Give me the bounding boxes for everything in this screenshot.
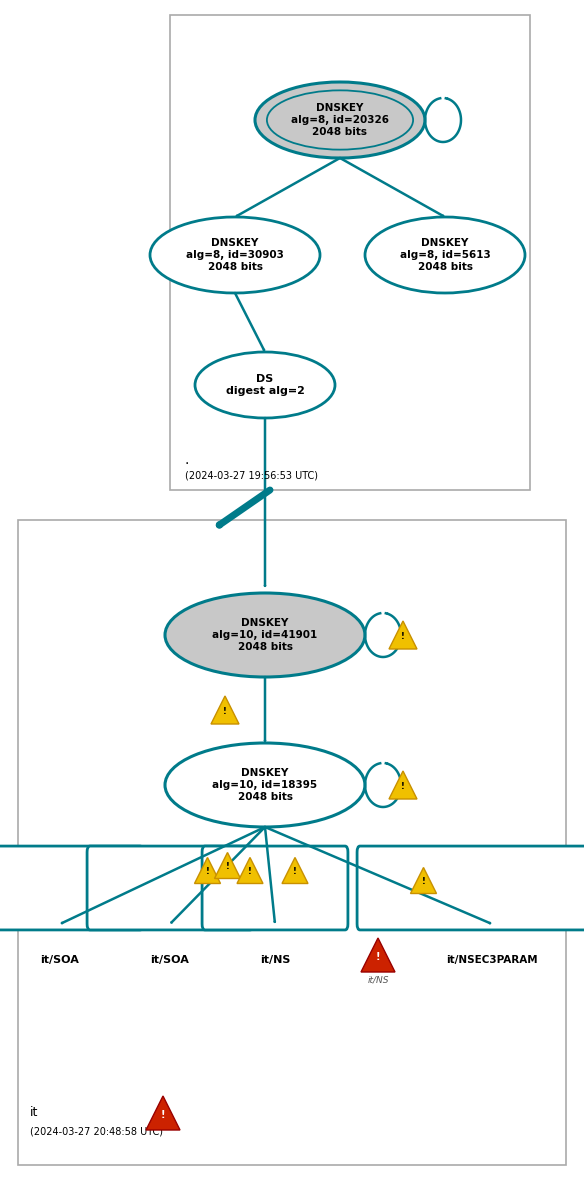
Ellipse shape — [195, 353, 335, 418]
FancyBboxPatch shape — [202, 846, 348, 929]
Text: !: ! — [223, 707, 227, 716]
Text: it/NSEC3PARAM: it/NSEC3PARAM — [446, 956, 538, 965]
Polygon shape — [211, 696, 239, 724]
Text: (2024-03-27 20:48:58 UTC): (2024-03-27 20:48:58 UTC) — [30, 1126, 163, 1137]
Text: it/NS: it/NS — [367, 976, 389, 984]
Text: !: ! — [293, 868, 297, 876]
Ellipse shape — [165, 594, 365, 677]
Text: !: ! — [376, 952, 380, 961]
Text: DNSKEY
alg=10, id=41901
2048 bits: DNSKEY alg=10, id=41901 2048 bits — [213, 618, 318, 652]
Text: !: ! — [161, 1110, 165, 1119]
Ellipse shape — [150, 217, 320, 293]
Text: DNSKEY
alg=10, id=18395
2048 bits: DNSKEY alg=10, id=18395 2048 bits — [213, 768, 318, 801]
Polygon shape — [361, 938, 395, 972]
Polygon shape — [194, 857, 221, 883]
Polygon shape — [411, 868, 436, 894]
FancyBboxPatch shape — [357, 846, 584, 929]
Polygon shape — [389, 772, 417, 799]
Polygon shape — [237, 857, 263, 883]
Text: !: ! — [401, 631, 405, 641]
Polygon shape — [214, 852, 241, 878]
Ellipse shape — [255, 82, 425, 158]
Text: !: ! — [206, 868, 210, 876]
Text: it/NS: it/NS — [260, 956, 290, 965]
Text: it: it — [30, 1105, 39, 1118]
FancyBboxPatch shape — [87, 846, 253, 929]
Ellipse shape — [267, 90, 413, 150]
FancyBboxPatch shape — [0, 846, 143, 929]
Text: !: ! — [225, 862, 230, 871]
Text: DS
digest alg=2: DS digest alg=2 — [225, 374, 304, 395]
Text: DNSKEY
alg=8, id=20326
2048 bits: DNSKEY alg=8, id=20326 2048 bits — [291, 103, 389, 137]
FancyBboxPatch shape — [170, 15, 530, 490]
Text: DNSKEY
alg=8, id=5613
2048 bits: DNSKEY alg=8, id=5613 2048 bits — [399, 239, 491, 272]
Text: !: ! — [248, 868, 252, 876]
Text: DNSKEY
alg=8, id=30903
2048 bits: DNSKEY alg=8, id=30903 2048 bits — [186, 239, 284, 272]
Ellipse shape — [365, 217, 525, 293]
FancyBboxPatch shape — [18, 520, 566, 1164]
Ellipse shape — [165, 743, 365, 827]
Text: (2024-03-27 19:56:53 UTC): (2024-03-27 19:56:53 UTC) — [185, 471, 318, 481]
Text: it/SOA: it/SOA — [40, 956, 79, 965]
Text: !: ! — [401, 782, 405, 791]
Polygon shape — [146, 1096, 180, 1130]
Text: it/SOA: it/SOA — [151, 956, 189, 965]
Text: !: ! — [422, 877, 425, 887]
Polygon shape — [282, 857, 308, 883]
Text: .: . — [185, 453, 189, 466]
Polygon shape — [389, 621, 417, 649]
